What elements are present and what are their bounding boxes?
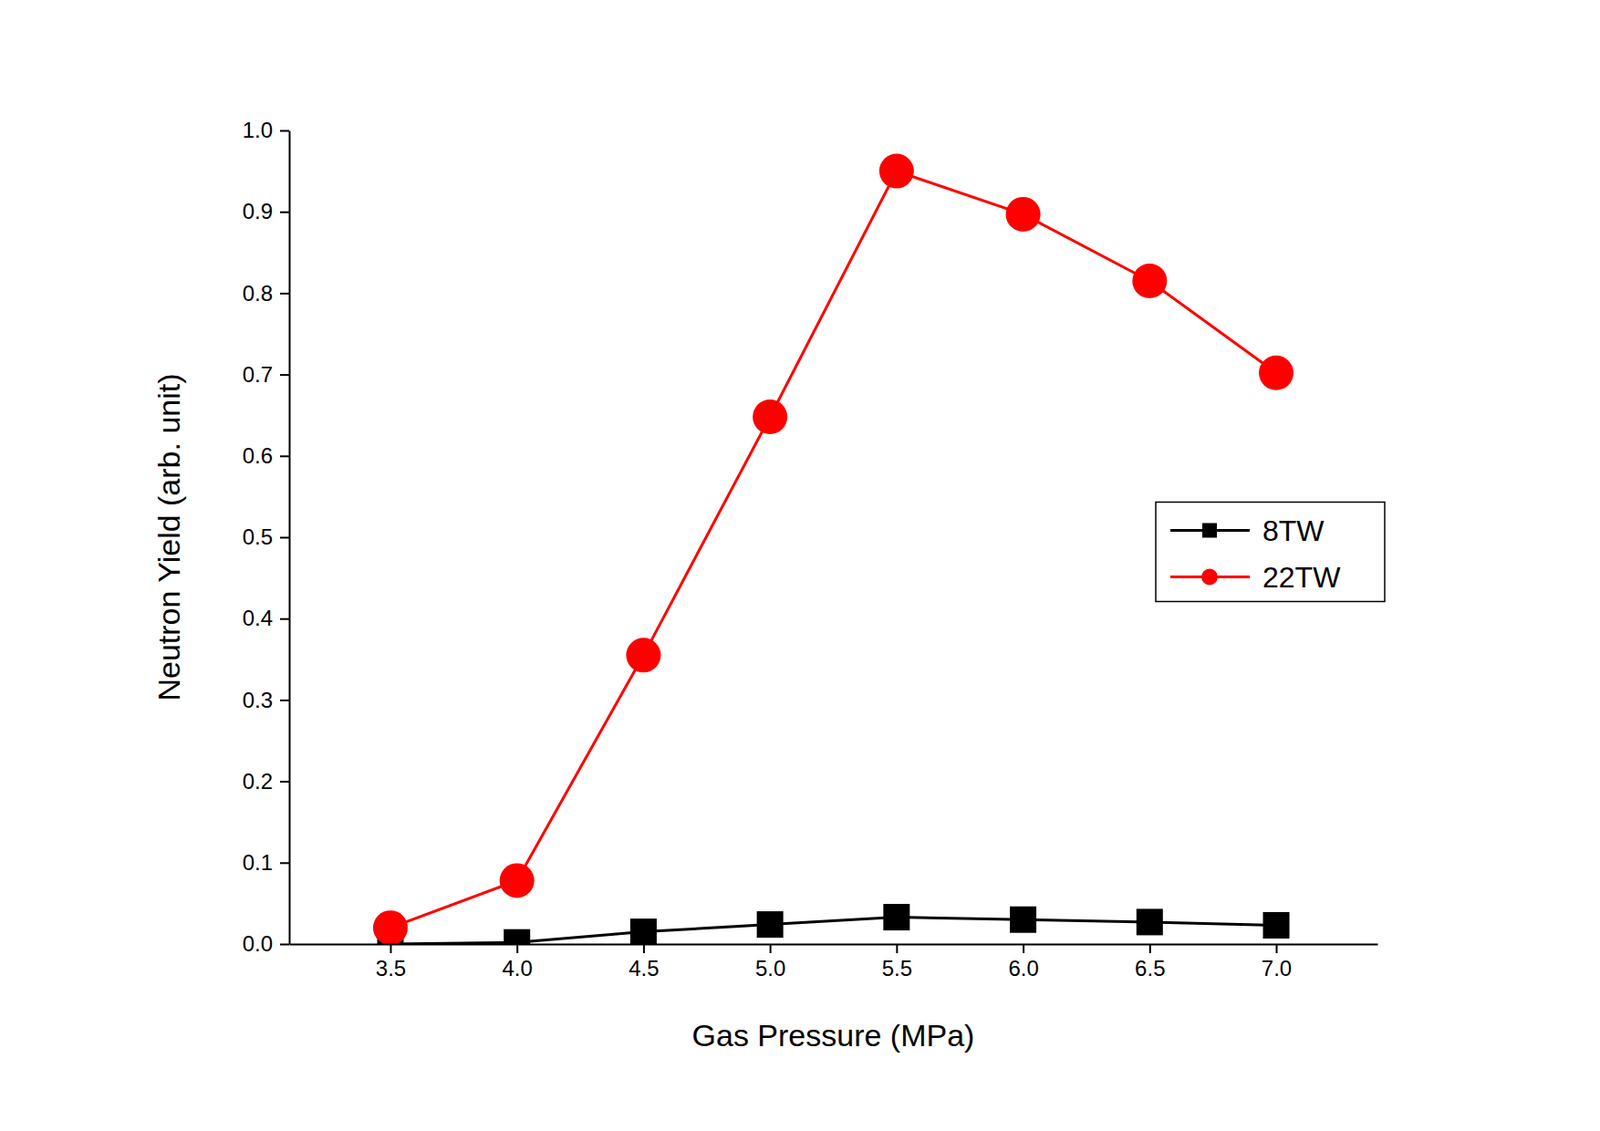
y-tick-label: 0.4 <box>242 605 273 631</box>
y-tick-mark <box>280 292 290 295</box>
y-tick-label: 0.0 <box>242 931 273 956</box>
legend: 8TW 22TW <box>1155 502 1385 603</box>
x-tick-label: 5.0 <box>755 955 786 981</box>
data-point <box>499 862 535 898</box>
x-tick-mark <box>769 944 772 954</box>
x-tick: 4.0 <box>502 944 533 981</box>
x-tick-label: 5.5 <box>882 955 913 981</box>
data-point <box>879 154 915 189</box>
data-point <box>630 918 657 945</box>
y-tick-label: 0.1 <box>242 850 273 875</box>
x-tick-label: 3.5 <box>375 955 406 981</box>
y-tick: 0.4 <box>242 605 290 631</box>
y-tick-mark <box>280 455 290 458</box>
y-tick-label: 0.6 <box>242 443 273 468</box>
x-tick: 5.0 <box>755 944 786 981</box>
x-tick: 6.0 <box>1007 944 1039 981</box>
data-point <box>757 911 784 938</box>
data-point <box>1136 908 1164 936</box>
y-tick-mark <box>280 211 290 214</box>
y-tick-label: 0.3 <box>242 687 273 713</box>
legend-label: 8TW <box>1262 514 1325 548</box>
x-tick: 7.0 <box>1261 944 1292 981</box>
data-point <box>1009 906 1037 934</box>
x-tick: 3.5 <box>375 944 406 981</box>
x-tick-mark <box>895 944 898 954</box>
y-tick-mark <box>280 537 290 540</box>
x-axis-line <box>290 944 1379 946</box>
y-tick: 0.8 <box>242 280 290 306</box>
data-point <box>1258 355 1294 391</box>
y-tick: 0.6 <box>242 443 290 468</box>
y-tick-mark <box>280 130 290 133</box>
x-tick: 5.5 <box>882 944 913 981</box>
x-tick-mark <box>389 944 392 954</box>
data-point <box>503 929 530 945</box>
y-axis-title: Neutron Yield (arb. unit) <box>151 373 187 701</box>
y-tick-mark <box>280 618 290 621</box>
y-tick: 0.7 <box>242 362 290 387</box>
x-tick: 4.5 <box>628 944 659 981</box>
y-axis: 0.0 0.1 0.2 0.3 0.4 0.5 0.6 0.7 0.8 0.9 1.0 <box>242 117 291 956</box>
series-line <box>390 171 1277 929</box>
y-tick-label: 0.5 <box>242 524 273 550</box>
y-tick-mark <box>280 699 290 702</box>
y-tick-label: 0.9 <box>242 198 273 224</box>
y-tick-mark <box>280 944 290 946</box>
legend-marker <box>1201 569 1218 586</box>
x-tick-label: 4.5 <box>628 955 659 981</box>
x-tick-label: 7.0 <box>1261 955 1292 981</box>
y-tick-label: 0.8 <box>242 280 273 306</box>
y-tick: 0.2 <box>242 768 290 794</box>
y-tick: 0.1 <box>242 850 290 875</box>
data-point <box>1006 197 1041 232</box>
y-tick: 0.0 <box>242 931 290 956</box>
y-tick: 0.3 <box>242 687 290 713</box>
background <box>0 0 1600 1131</box>
legend-marker <box>1202 523 1217 539</box>
x-tick-label: 6.5 <box>1134 955 1165 981</box>
y-tick-label: 1.0 <box>242 117 273 143</box>
x-axis-title: Gas Pressure (MPa) <box>692 1018 976 1053</box>
data-point <box>1132 263 1167 299</box>
x-tick-mark <box>1276 944 1278 954</box>
x-tick-mark <box>643 944 645 954</box>
y-tick-mark <box>280 862 290 864</box>
x-tick-label: 4.0 <box>502 955 533 981</box>
y-tick: 0.9 <box>242 198 290 224</box>
data-point <box>883 903 910 931</box>
x-tick-mark <box>516 944 519 954</box>
data-point <box>752 399 788 435</box>
data-point <box>373 910 408 945</box>
x-tick-mark <box>1022 944 1025 954</box>
legend-label: 22TW <box>1262 561 1341 594</box>
legend-box <box>1155 502 1385 603</box>
x-tick: 6.5 <box>1134 944 1165 981</box>
data-point <box>625 637 661 673</box>
x-axis: 3.5 4.0 4.5 5.0 5.5 6.0 6.5 7.0 <box>290 944 1379 981</box>
y-tick: 0.5 <box>242 524 290 550</box>
y-tick-label: 0.7 <box>242 362 273 387</box>
x-tick-mark <box>1149 944 1152 954</box>
y-tick-mark <box>280 780 290 783</box>
y-tick-label: 0.2 <box>242 768 273 794</box>
y-tick: 1.0 <box>242 117 290 143</box>
y-tick-mark <box>280 374 290 376</box>
data-point <box>1263 912 1290 939</box>
x-tick-label: 6.0 <box>1007 955 1039 981</box>
chart: 3.54.04.55.05.56.06.57.00.00.10.20.30.40… <box>0 0 1600 1131</box>
